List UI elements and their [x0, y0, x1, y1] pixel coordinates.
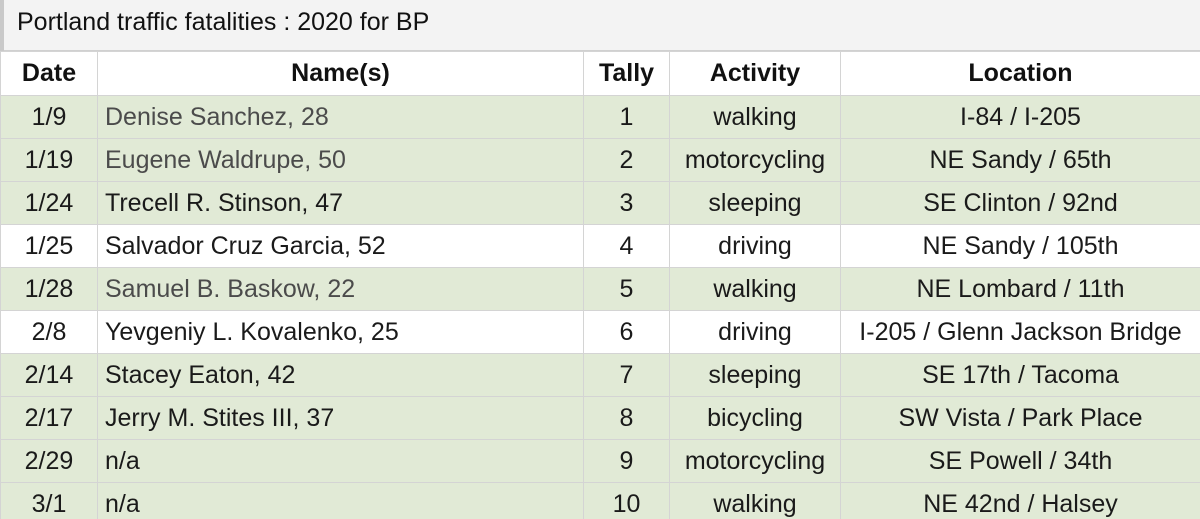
- names-cell[interactable]: Jerry M. Stites III, 37: [97, 396, 584, 440]
- location-cell[interactable]: NE Sandy / 105th: [840, 224, 1200, 268]
- location-cell[interactable]: NE Lombard / 11th: [840, 267, 1200, 311]
- header-activity[interactable]: Activity: [669, 51, 841, 96]
- table-row: 2/29 n/a 9 motorcycling SE Powell / 34th: [0, 439, 1200, 483]
- sheet-title-bar: Portland traffic fatalities : 2020 for B…: [0, 0, 1200, 51]
- header-row: Date Name(s) Tally Activity Location: [0, 51, 1200, 96]
- names-cell[interactable]: Yevgeniy L. Kovalenko, 25: [97, 310, 584, 354]
- date-cell[interactable]: 1/9: [0, 95, 98, 139]
- names-cell[interactable]: Stacey Eaton, 42: [97, 353, 584, 397]
- activity-cell[interactable]: bicycling: [669, 396, 841, 440]
- location-cell[interactable]: I-205 / Glenn Jackson Bridge: [840, 310, 1200, 354]
- location-cell[interactable]: SE Clinton / 92nd: [840, 181, 1200, 225]
- table-row: 2/17 Jerry M. Stites III, 37 8 bicycling…: [0, 396, 1200, 440]
- date-cell[interactable]: 1/28: [0, 267, 98, 311]
- tally-cell[interactable]: 6: [583, 310, 670, 354]
- tally-cell[interactable]: 9: [583, 439, 670, 483]
- table-row: 3/1 n/a 10 walking NE 42nd / Halsey: [0, 482, 1200, 519]
- tally-cell[interactable]: 7: [583, 353, 670, 397]
- tally-cell[interactable]: 2: [583, 138, 670, 182]
- date-cell[interactable]: 2/8: [0, 310, 98, 354]
- activity-cell[interactable]: motorcycling: [669, 138, 841, 182]
- tally-cell[interactable]: 3: [583, 181, 670, 225]
- date-cell[interactable]: 2/14: [0, 353, 98, 397]
- header-date[interactable]: Date: [0, 51, 98, 96]
- activity-cell[interactable]: driving: [669, 224, 841, 268]
- location-cell[interactable]: SE 17th / Tacoma: [840, 353, 1200, 397]
- date-cell[interactable]: 2/17: [0, 396, 98, 440]
- table-row: 1/28 Samuel B. Baskow, 22 5 walking NE L…: [0, 267, 1200, 311]
- names-cell[interactable]: Trecell R. Stinson, 47: [97, 181, 584, 225]
- activity-cell[interactable]: sleeping: [669, 181, 841, 225]
- location-cell[interactable]: SE Powell / 34th: [840, 439, 1200, 483]
- table-row: 2/14 Stacey Eaton, 42 7 sleeping SE 17th…: [0, 353, 1200, 397]
- names-cell[interactable]: n/a: [97, 482, 584, 519]
- location-cell[interactable]: SW Vista / Park Place: [840, 396, 1200, 440]
- tally-cell[interactable]: 8: [583, 396, 670, 440]
- activity-cell[interactable]: sleeping: [669, 353, 841, 397]
- location-cell[interactable]: NE 42nd / Halsey: [840, 482, 1200, 519]
- names-cell[interactable]: n/a: [97, 439, 584, 483]
- tally-cell[interactable]: 5: [583, 267, 670, 311]
- activity-cell[interactable]: walking: [669, 95, 841, 139]
- table-row: 1/19 Eugene Waldrupe, 50 2 motorcycling …: [0, 138, 1200, 182]
- date-cell[interactable]: 1/19: [0, 138, 98, 182]
- date-cell[interactable]: 3/1: [0, 482, 98, 519]
- header-location[interactable]: Location: [840, 51, 1200, 96]
- activity-cell[interactable]: driving: [669, 310, 841, 354]
- date-cell[interactable]: 1/25: [0, 224, 98, 268]
- fatalities-table: Date Name(s) Tally Activity Location 1/9…: [0, 51, 1200, 519]
- date-cell[interactable]: 2/29: [0, 439, 98, 483]
- names-cell[interactable]: Salvador Cruz Garcia, 52: [97, 224, 584, 268]
- table-row: 2/8 Yevgeniy L. Kovalenko, 25 6 driving …: [0, 310, 1200, 354]
- tally-cell[interactable]: 1: [583, 95, 670, 139]
- activity-cell[interactable]: walking: [669, 482, 841, 519]
- sheet-title: Portland traffic fatalities : 2020 for B…: [17, 8, 430, 36]
- location-cell[interactable]: NE Sandy / 65th: [840, 138, 1200, 182]
- table-row: 1/25 Salvador Cruz Garcia, 52 4 driving …: [0, 224, 1200, 268]
- title-bar-edge: [0, 0, 4, 51]
- activity-cell[interactable]: walking: [669, 267, 841, 311]
- location-cell[interactable]: I-84 / I-205: [840, 95, 1200, 139]
- header-tally[interactable]: Tally: [583, 51, 670, 96]
- activity-cell[interactable]: motorcycling: [669, 439, 841, 483]
- names-cell[interactable]: Denise Sanchez, 28: [97, 95, 584, 139]
- names-cell[interactable]: Samuel B. Baskow, 22: [97, 267, 584, 311]
- tally-cell[interactable]: 4: [583, 224, 670, 268]
- names-cell[interactable]: Eugene Waldrupe, 50: [97, 138, 584, 182]
- table-row: 1/9 Denise Sanchez, 28 1 walking I-84 / …: [0, 95, 1200, 139]
- header-names[interactable]: Name(s): [97, 51, 584, 96]
- tally-cell[interactable]: 10: [583, 482, 670, 519]
- date-cell[interactable]: 1/24: [0, 181, 98, 225]
- table-row: 1/24 Trecell R. Stinson, 47 3 sleeping S…: [0, 181, 1200, 225]
